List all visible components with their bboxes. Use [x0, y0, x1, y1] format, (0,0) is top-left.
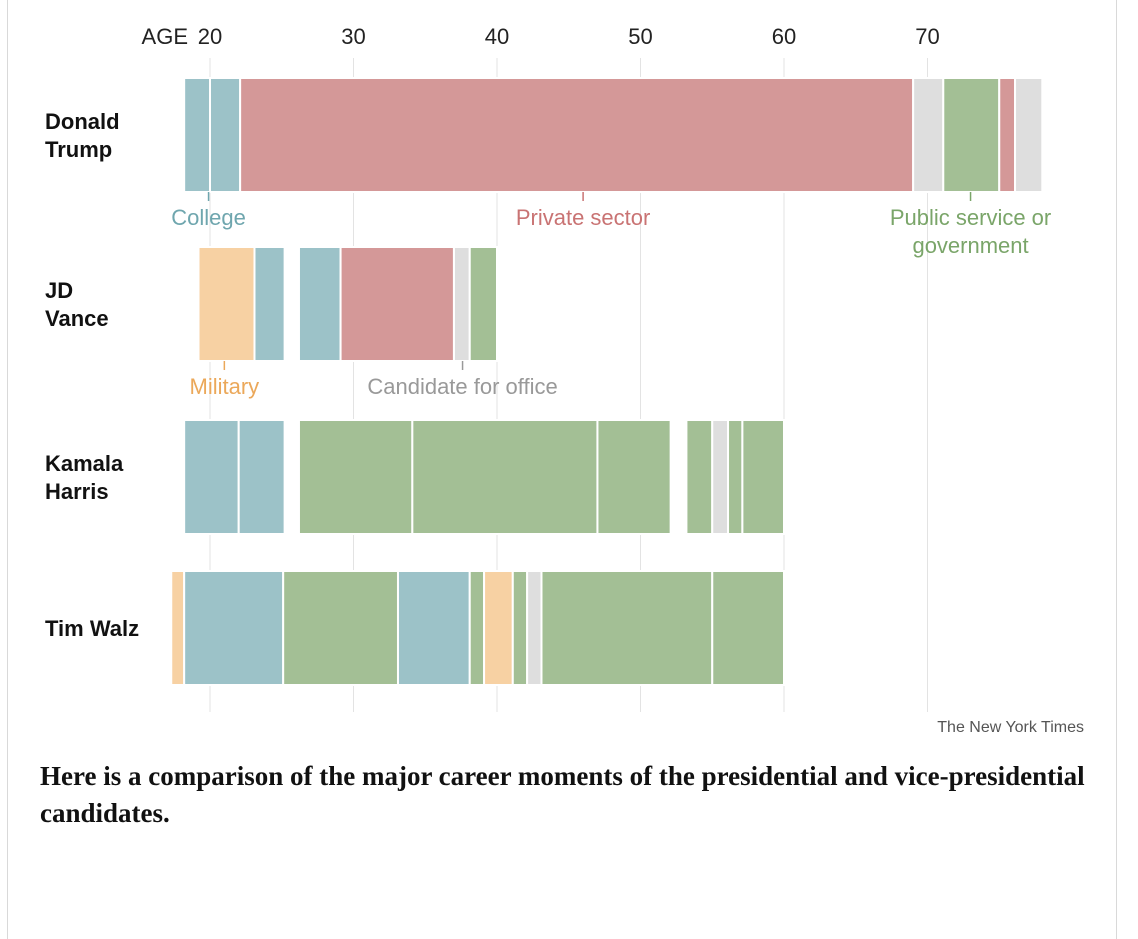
segment-row3-5-military	[483, 570, 514, 686]
segment-row1-4-candidate	[452, 246, 471, 362]
row-label-1: JD Vance	[45, 278, 109, 331]
row-label-line: Vance	[45, 306, 109, 331]
segment-row0-3-candidate	[912, 77, 945, 193]
segment-row2-8-public	[741, 419, 786, 535]
tick-label-20: 20	[198, 24, 222, 49]
segment-row3-8-public	[540, 570, 714, 686]
axis-ticks: 20 30 40 50 60 70 AGE	[142, 24, 940, 49]
segment-row0-5-private	[998, 77, 1017, 193]
row-label-line: Tim Walz	[45, 616, 139, 641]
chart-caption: Here is a comparison of the major career…	[40, 761, 1085, 828]
tick-label-40: 40	[485, 24, 509, 49]
segment-row1-0-military	[197, 246, 256, 362]
segment-row0-2-private	[239, 77, 915, 193]
segment-row2-2-public	[297, 419, 414, 535]
row-label-line: Harris	[45, 479, 109, 504]
segment-row2-7-public	[727, 419, 744, 535]
segment-row3-9-public	[711, 570, 785, 686]
segment-row1-1-college	[253, 246, 286, 362]
segment-row2-4-public	[596, 419, 672, 535]
row-label-line: Donald	[45, 109, 120, 134]
segment-row3-4-public	[468, 570, 486, 686]
segment-row2-0-college	[183, 419, 240, 535]
segment-row1-2-college	[297, 246, 342, 362]
right-frame-line	[1116, 0, 1117, 939]
row-label-0: Donald Trump	[45, 109, 120, 162]
tick-label-70: 70	[915, 24, 939, 49]
segment-row3-1-college	[183, 570, 285, 686]
segment-row1-3-private	[339, 246, 455, 362]
row-labels: Donald Trump JD Vance Kamala Harris Tim Walz	[45, 109, 139, 641]
segment-row1-5-public	[468, 246, 498, 362]
annotation-military: Military	[190, 374, 260, 399]
annotation-line: College	[171, 205, 246, 230]
segment-row3-3-college	[396, 570, 471, 686]
timeline-bars	[170, 77, 1044, 686]
annotation-line: Private sector	[516, 205, 651, 230]
segment-row3-0-military	[170, 570, 186, 686]
annotation-public: Public service or government	[890, 205, 1051, 258]
left-frame-line	[7, 0, 8, 939]
segment-row0-0-college	[183, 77, 211, 193]
segment-row0-1-college	[209, 77, 242, 193]
annotation-candidate: Candidate for office	[367, 374, 557, 399]
segment-row2-1-college	[237, 419, 286, 535]
row-label-3: Tim Walz	[45, 616, 139, 641]
row-label-2: Kamala Harris	[45, 451, 124, 504]
segment-row3-2-public	[282, 570, 399, 686]
source-credit: The New York Times	[937, 719, 1084, 736]
axis-label: AGE	[142, 24, 188, 49]
row-label-line: JD	[45, 278, 73, 303]
category-annotations: College Private sector Public service or go…	[171, 192, 1051, 399]
row-label-line: Trump	[45, 137, 112, 162]
tick-label-50: 50	[628, 24, 652, 49]
segment-row0-4-public	[942, 77, 1001, 193]
tick-label-60: 60	[772, 24, 796, 49]
segment-row2-6-candidate	[711, 419, 730, 535]
segment-row3-6-public	[511, 570, 529, 686]
segment-row3-7-candidate	[526, 570, 543, 686]
annotation-private: Private sector	[516, 205, 651, 230]
annotation-line: Candidate for office	[367, 374, 557, 399]
annotation-line: government	[912, 233, 1028, 258]
annotation-college: College	[171, 205, 246, 230]
segment-row2-5-public	[685, 419, 714, 535]
annotation-line: Public service or	[890, 205, 1051, 230]
career-timeline-chart: 20 30 40 50 60 70 AGE Donald Trump JD Vance Kamala…	[45, 24, 1051, 712]
annotation-line: Military	[190, 374, 260, 399]
segment-row2-3-public	[411, 419, 599, 535]
segment-row0-6-candidate	[1014, 77, 1044, 193]
tick-label-30: 30	[341, 24, 365, 49]
row-label-line: Kamala	[45, 451, 124, 476]
